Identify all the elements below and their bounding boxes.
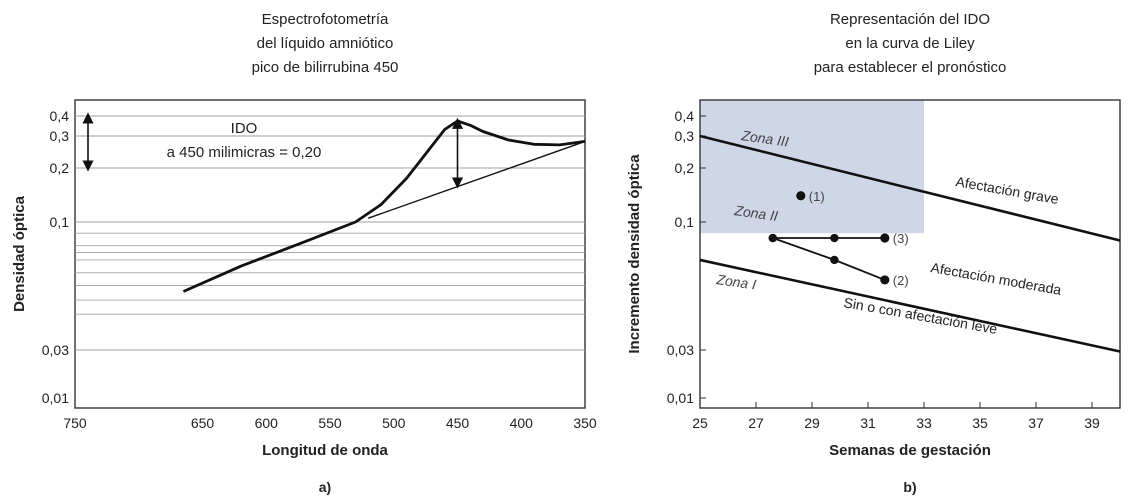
marks-a: [82, 112, 586, 293]
boundary-lower: [699, 258, 1121, 353]
y-tick-label-b: 0,03: [667, 342, 694, 358]
title-a-line-3: pico de bilirrubina 450: [252, 59, 399, 76]
x-tick-label-b: 29: [804, 415, 820, 431]
y-tick-label-a: 0,01: [42, 390, 69, 406]
shaded-region: [700, 100, 924, 234]
boundary-upper: [699, 134, 1121, 242]
x-tick-label-b: 27: [748, 415, 764, 431]
marks-b: (1) (2) (3): [699, 134, 1121, 353]
trajectory-point: [830, 233, 839, 243]
panel-b: 25 27 29 31 33 35 37 39 0,4 0,3 0,2 0,1 0,03 0,01 Rep…: [626, 11, 1121, 495]
y-tick-label-b: 0,01: [667, 390, 694, 406]
y-tick-label-a: 0,03: [42, 342, 69, 358]
y-tick-label-a: 0,3: [50, 128, 70, 144]
trajectory-path: [772, 237, 886, 281]
x-tick-label-a: 650: [191, 415, 215, 431]
y-tick-label-b: 0,2: [675, 160, 695, 176]
x-axis-label-a: Longitud de onda: [262, 442, 388, 459]
x-tick-label-a: 600: [255, 415, 279, 431]
x-tick-label-a: 400: [510, 415, 534, 431]
x-tick-label-b: 33: [916, 415, 932, 431]
title-a-line-1: Espectrofotometría: [262, 11, 389, 28]
y-tick-label-b: 0,3: [675, 128, 695, 144]
x-tick-label-b: 39: [1084, 415, 1100, 431]
title-b-line-1: Representación del IDO: [830, 11, 990, 28]
ticks-b: 25 27 29 31 33 35 37 39 0,4 0,3 0,2 0,1 0,03 0,01: [667, 108, 1100, 431]
zone-3-label: Zona III: [740, 127, 790, 150]
x-tick-label-a: 450: [446, 415, 470, 431]
x-tick-label-a: 350: [573, 415, 597, 431]
y-tick-label-a: 0,4: [50, 108, 70, 124]
baseline-line: [368, 140, 586, 219]
trajectory-point: [768, 233, 777, 243]
title-b-line-2: en la curva de Liley: [845, 35, 975, 52]
case-point-label: (1): [809, 189, 825, 204]
x-tick-label-b: 37: [1028, 415, 1044, 431]
case-point: [880, 233, 890, 243]
x-tick-label-b: 35: [972, 415, 988, 431]
y-tick-label-a: 0,1: [50, 214, 70, 230]
panel-label-a: a): [319, 479, 331, 495]
x-axis-label-b: Semanas de gestación: [829, 442, 991, 459]
ido-value-label: a 450 milimicras = 0,20: [167, 144, 322, 161]
absorbance-curve: [182, 119, 586, 293]
x-tick-label-b: 31: [860, 415, 876, 431]
y-axis-label-a: Densidad óptica: [11, 195, 28, 312]
zone-1-label: Zona I: [715, 271, 758, 293]
x-tick-label-a: 750: [63, 415, 87, 431]
case-point: [880, 275, 890, 285]
y-tick-label-b: 0,1: [675, 214, 695, 230]
y-axis-label-b: Incremento densidad óptica: [626, 154, 643, 354]
plot-frame-b: [699, 99, 1121, 409]
x-tick-label-b: 25: [692, 415, 708, 431]
band-label-leve: Sin o con afectación leve: [842, 294, 998, 337]
panel-label-b: b): [903, 479, 916, 495]
plot-frame-a: [74, 99, 586, 409]
ido-label: IDO: [231, 120, 258, 137]
ticks-a: 750 650 600 550 500 450 400 350 0,4 0,3 0,2 0,1 0,03…: [42, 108, 597, 431]
x-tick-label-a: 550: [318, 415, 342, 431]
x-tick-label-a: 500: [382, 415, 406, 431]
panel-a: 750 650 600 550 500 450 400 350 0,4 0,3 0,2 0,1 0,03…: [11, 11, 597, 495]
y-tick-label-b: 0,4: [675, 108, 695, 124]
case-point-label: (2): [893, 273, 909, 288]
trajectory-point: [830, 255, 839, 265]
case-point-label: (3): [893, 231, 909, 246]
y-tick-label-a: 0,2: [50, 160, 70, 176]
case-point: [796, 191, 806, 201]
title-b-line-3: para establecer el pronóstico: [814, 59, 1007, 76]
band-label-moderada: Afectación moderada: [929, 259, 1062, 298]
title-a-line-2: del líquido amniótico: [257, 35, 394, 52]
zone-2-label: Zona II: [733, 202, 779, 224]
